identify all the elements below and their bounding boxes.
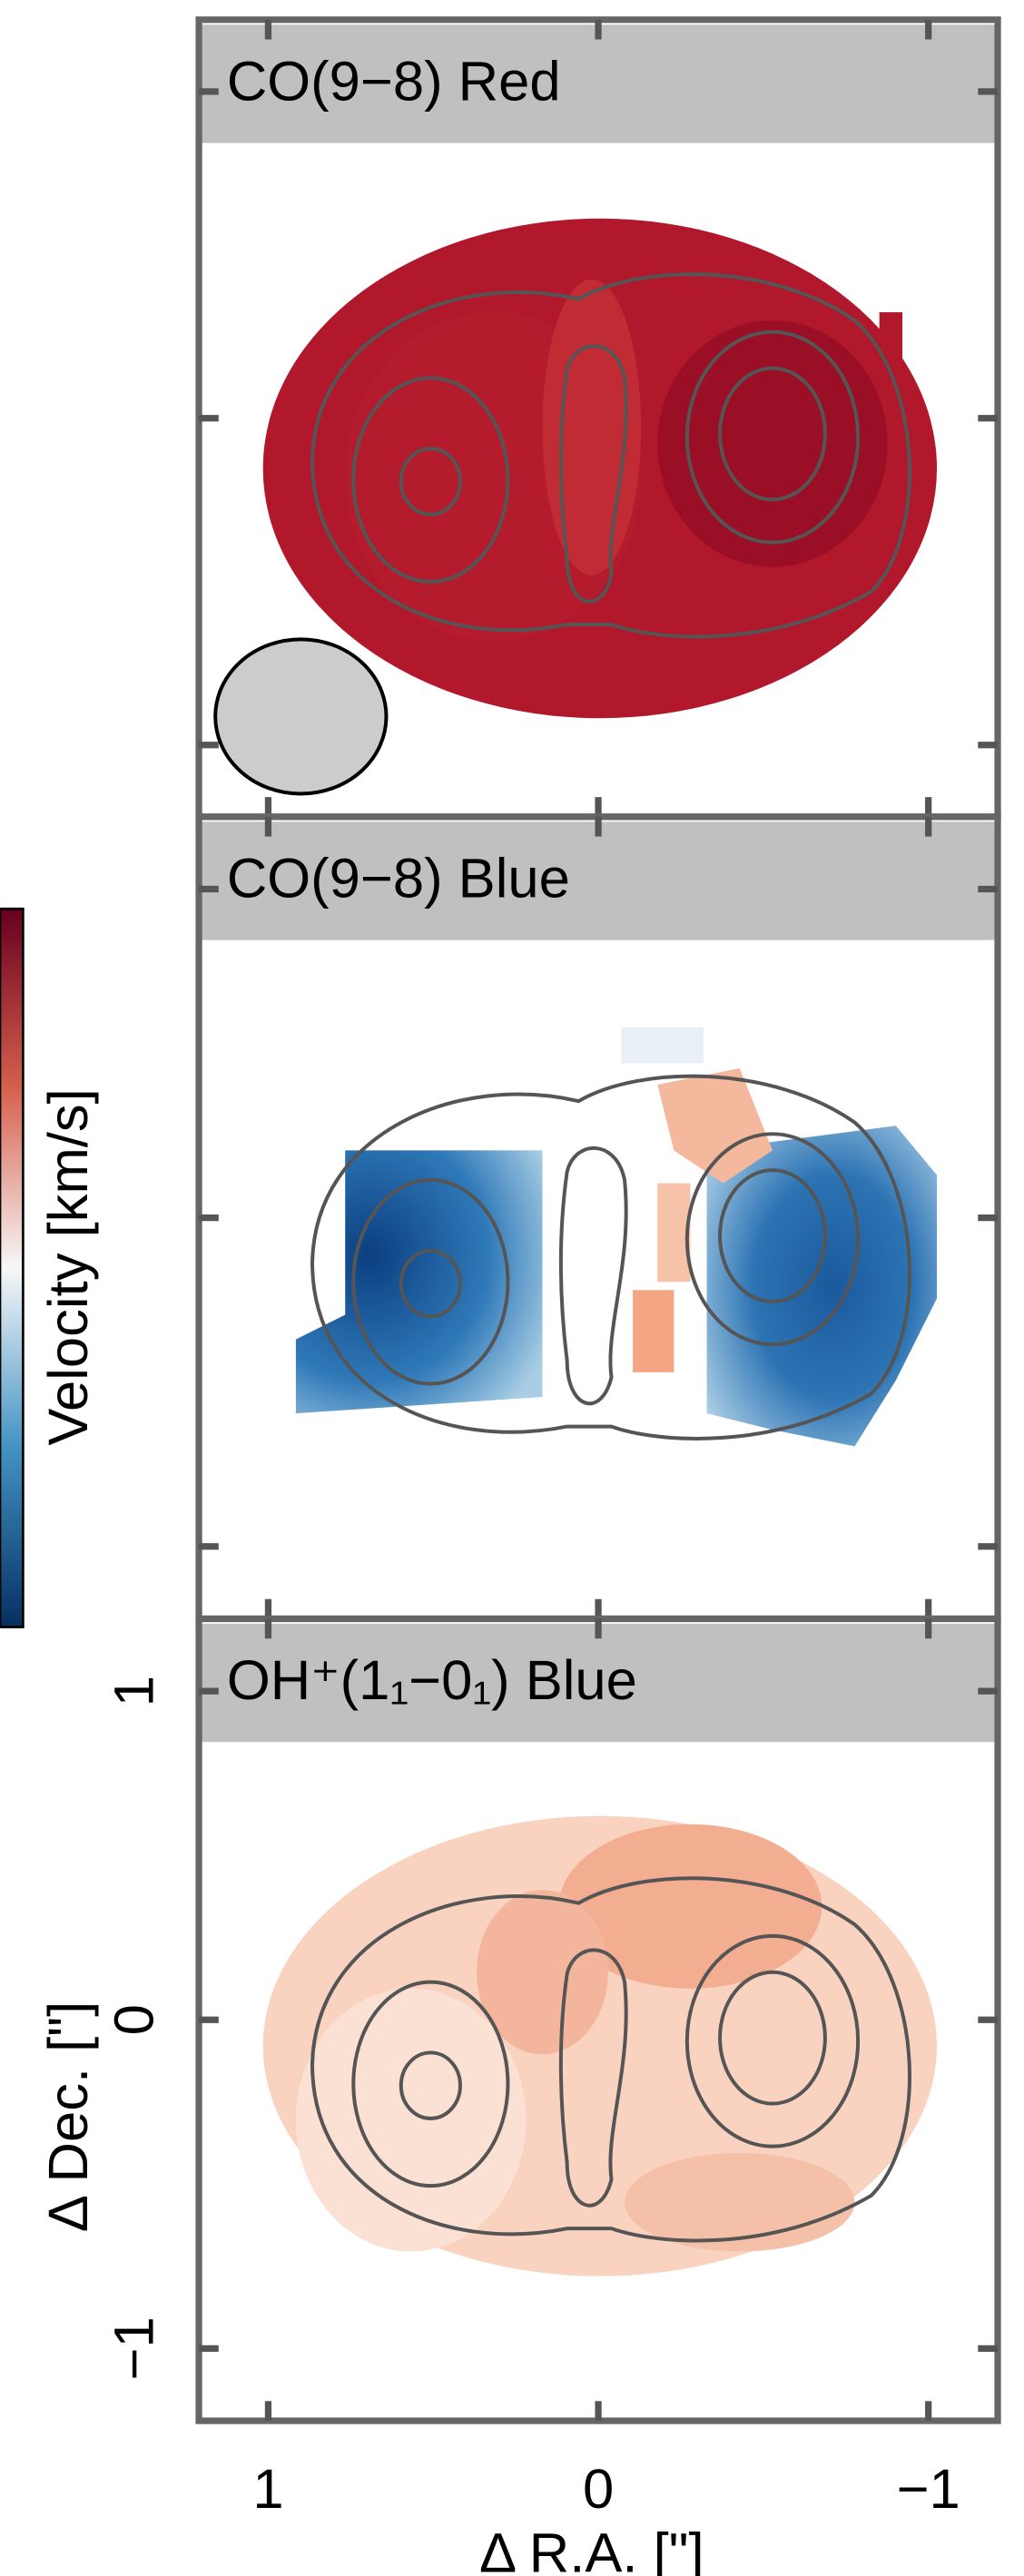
title-bar bbox=[199, 821, 999, 940]
panel-title: CO(9−8) Red bbox=[227, 50, 561, 113]
map-blue bbox=[295, 1027, 938, 1447]
colorbar bbox=[0, 907, 25, 1628]
x-tick-label: −1 bbox=[897, 2458, 960, 2521]
title-bar bbox=[199, 1623, 999, 1743]
beam bbox=[213, 637, 389, 796]
map-oh bbox=[262, 1815, 938, 2276]
x-axis-label: Δ R.A. ["] bbox=[479, 2522, 704, 2576]
panel-title: CO(9−8) Blue bbox=[227, 848, 570, 910]
x-tick-label: 0 bbox=[583, 2458, 614, 2521]
colorbar-label: Velocity [km/s] bbox=[37, 1088, 100, 1445]
figure-body: Velocity [km/s] Δ R.A. ["] Δ Dec. ["] CO… bbox=[0, 16, 1001, 2576]
title-bar bbox=[199, 25, 999, 143]
y-axis-label: Δ Dec. ["] bbox=[37, 2001, 100, 2233]
map-red bbox=[262, 218, 938, 719]
y-tick-label: 1 bbox=[103, 1676, 165, 1706]
x-tick-label: 1 bbox=[252, 2458, 283, 2521]
y-tick-label: −1 bbox=[103, 2316, 165, 2380]
panel-title: OH⁺(1₁−0₁) Blue bbox=[227, 1649, 637, 1712]
y-tick-label: 0 bbox=[103, 2004, 165, 2035]
